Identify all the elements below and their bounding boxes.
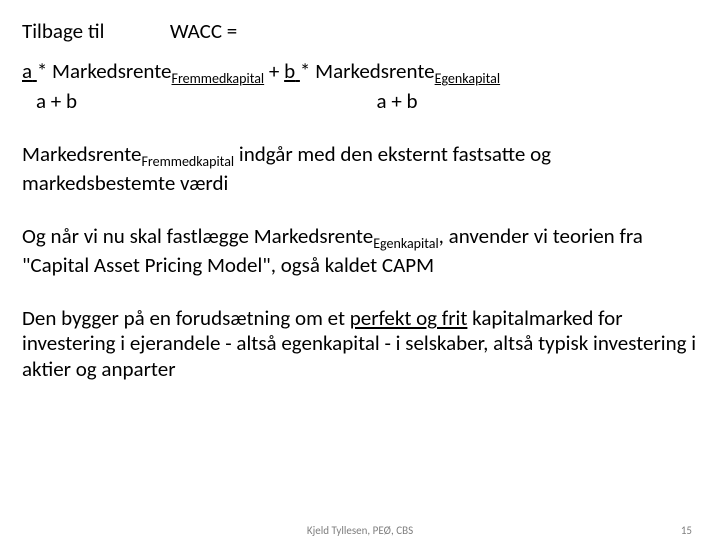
p1-sub: Fremmedkapital — [142, 153, 235, 170]
footer-page-number: 15 — [681, 524, 692, 537]
frac-a-den: a + b — [36, 88, 77, 114]
wacc-equals: WACC = — [170, 18, 237, 44]
term1-text: * Markedsrente — [37, 58, 172, 84]
footer-author: Kjeld Tyllesen, PEØ, CBS — [0, 524, 720, 537]
back-to-text: Tilbage til — [22, 18, 104, 44]
frac-a-num: a — [22, 58, 37, 84]
paragraph-2: Og når vi nu skal fastlægge Markedsrente… — [22, 224, 698, 278]
term2-sub: Egenkapital — [435, 70, 500, 87]
frac-b-num: b — [284, 58, 300, 84]
term2-text: * Markedsrente — [300, 58, 435, 84]
wacc-formula: a * MarkedsrenteFremmedkapital + b * Mar… — [22, 58, 698, 114]
term1-sub: Fremmedkapital — [172, 70, 265, 87]
paragraph-3: Den bygger på en forudsætning om et perf… — [22, 306, 698, 382]
p3-lead: Den bygger på en forudsætning om et — [22, 305, 350, 331]
p2-sub: Egenkapital — [373, 235, 438, 252]
plus: + — [264, 58, 284, 84]
p3-underline: perfekt og frit — [350, 305, 468, 331]
paragraph-1: MarkedsrenteFremmedkapital indgår med de… — [22, 142, 698, 196]
p2-lead: Og når vi nu skal fastlægge Markedsrente — [22, 223, 373, 249]
frac-b-den: a + b — [377, 88, 418, 114]
slide: Tilbage til WACC = a * MarkedsrenteFremm… — [0, 0, 720, 540]
heading-row: Tilbage til WACC = — [22, 18, 698, 44]
p1-lead: Markedsrente — [22, 141, 142, 167]
